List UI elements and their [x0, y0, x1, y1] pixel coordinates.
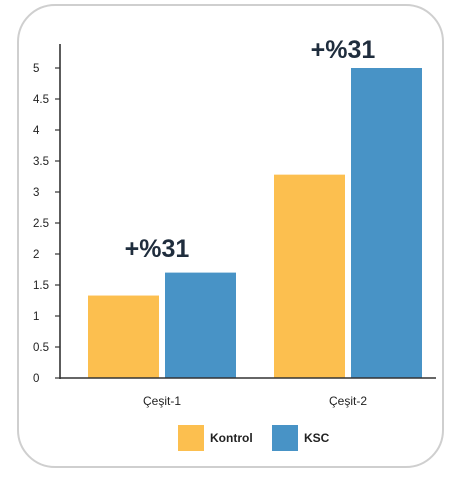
- legend: Kontrol KSC: [0, 425, 462, 451]
- legend-item-ksc: KSC: [272, 425, 329, 451]
- bars: [88, 68, 422, 378]
- y-tick-label: 2: [33, 249, 39, 261]
- y-tick-label: 3.5: [33, 156, 49, 168]
- annotation-label: +%31: [311, 36, 376, 64]
- y-tick-label: 1: [33, 311, 39, 323]
- x-tick-label: Çeşit-2: [329, 394, 367, 408]
- y-axis-ticks: 0 0.5 1 1.5 2 2.5 3 3.5 4 4.5 5: [33, 63, 60, 385]
- legend-swatch: [178, 425, 204, 451]
- legend-swatch: [272, 425, 298, 451]
- y-tick-label: 1.5: [33, 280, 49, 292]
- x-tick-label: Çeşit-1: [143, 394, 181, 408]
- bar-kontrol-2: [274, 174, 345, 378]
- y-tick-label: 2.5: [33, 218, 49, 230]
- annotation-label: +%31: [125, 235, 190, 263]
- bar-ksc-1: [165, 272, 236, 378]
- y-tick-label: 0: [33, 373, 39, 385]
- legend-label: Kontrol: [210, 431, 253, 445]
- legend-item-kontrol: Kontrol: [178, 425, 253, 451]
- y-tick-label: 0.5: [33, 342, 49, 354]
- y-tick-label: 5: [33, 63, 39, 75]
- bar-kontrol-1: [88, 295, 159, 378]
- bar-ksc-2: [351, 68, 422, 378]
- y-tick-label: 4: [33, 125, 40, 137]
- y-tick-label: 3: [33, 187, 39, 199]
- y-tick-label: 4.5: [33, 94, 49, 106]
- legend-label: KSC: [304, 431, 330, 445]
